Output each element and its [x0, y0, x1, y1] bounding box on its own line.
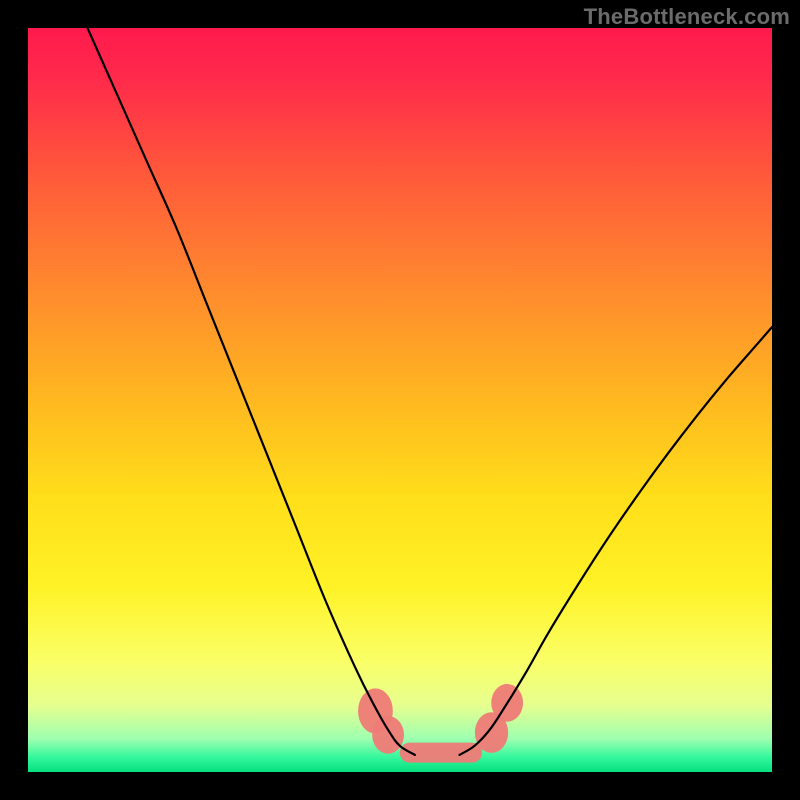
- watermark-text: TheBottleneck.com: [584, 4, 790, 30]
- background-gradient: [28, 28, 772, 772]
- chart-frame: TheBottleneck.com: [0, 0, 800, 800]
- plot-area: [28, 28, 772, 772]
- chart-svg: [28, 28, 772, 772]
